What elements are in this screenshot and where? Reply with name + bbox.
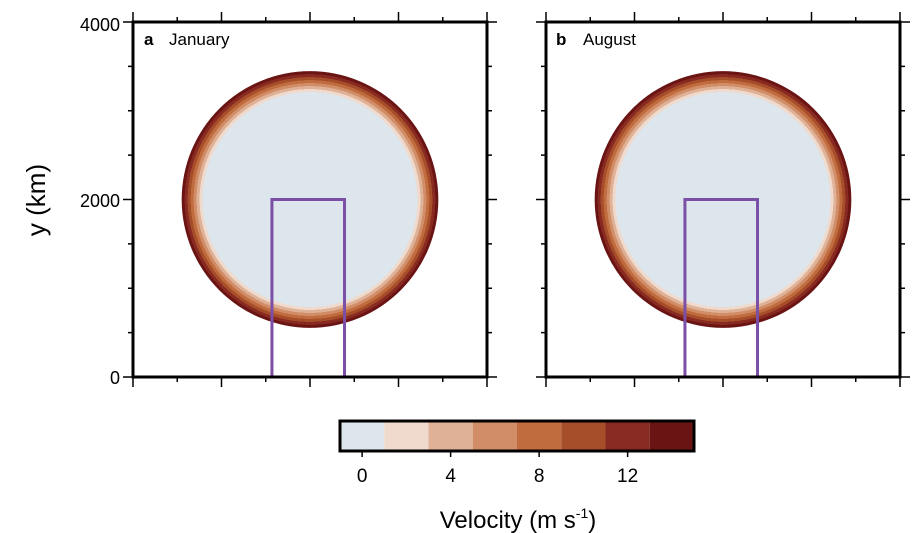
panel-b-title: August (583, 30, 636, 49)
panel-a-ticks (123, 12, 497, 387)
y-tick-label: 4000 (80, 15, 120, 35)
colorbar: 0 4 8 12 Velocity (m s-1) (338, 419, 696, 533)
panel-b: b August (536, 12, 910, 387)
colorbar-bin (517, 421, 562, 451)
y-tick-label: 2000 (80, 191, 120, 211)
colorbar-bin (649, 421, 694, 451)
colorbar-label: Velocity (m s-1) (440, 505, 596, 533)
panel-a-title: January (169, 30, 230, 49)
colorbar-bin (340, 421, 385, 451)
colorbar-label-main: Velocity (m s (440, 507, 576, 533)
panel-a: a January 4000 2000 0 (80, 12, 497, 388)
y-axis-label: y (km) (21, 164, 51, 236)
colorbar-tick-label: 4 (445, 466, 456, 487)
panel-b-letter: b (556, 30, 566, 49)
colorbar-bin (428, 421, 473, 451)
colorbar-label-close: ) (588, 507, 596, 533)
colorbar-bin (605, 421, 650, 451)
panel-a-letter: a (144, 30, 154, 49)
colorbar-label-superscript: -1 (576, 505, 589, 521)
colorbar-bin (561, 421, 606, 451)
colorbar-bin (472, 421, 517, 451)
colorbar-bins (340, 421, 694, 451)
colorbar-tick-label: 8 (534, 466, 545, 487)
colorbar-frame (338, 419, 696, 453)
colorbar-ticks: 0 4 8 12 (357, 451, 638, 487)
colorbar-bin (384, 421, 429, 451)
y-tick-label: 0 (110, 368, 120, 388)
colorbar-tick-label: 0 (357, 466, 368, 487)
panel-b-ticks (536, 12, 910, 387)
colorbar-tick-label: 12 (617, 466, 638, 487)
